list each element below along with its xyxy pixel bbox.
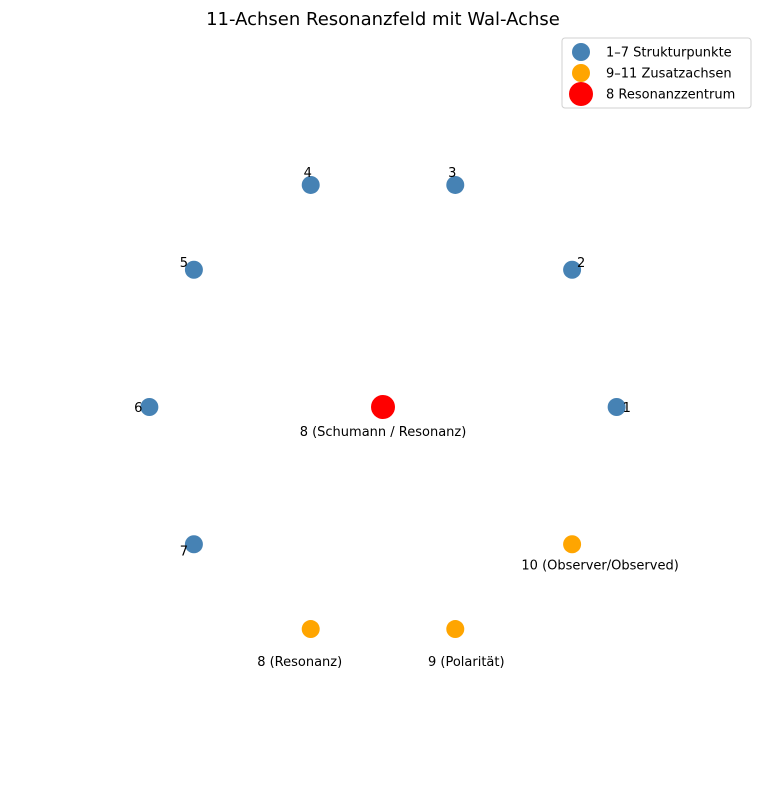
- plot-area: 1 2 3 4 5 6 7 8 (Resonanz) 9 (Polarität) 10 (Obse…: [134, 166, 679, 670]
- struktur-label-1: 1: [623, 401, 631, 416]
- zentrum-label-1: 8 (Schumann / Resonanz): [300, 425, 467, 440]
- zusatz-label-1: 8 (Resonanz): [257, 655, 342, 670]
- struktur-label-7: 7: [180, 544, 188, 559]
- zusatz-point-2: [446, 620, 465, 639]
- legend-label-struktur: 1–7 Strukturpunkte: [606, 46, 732, 61]
- struktur-label-2: 2: [577, 256, 585, 271]
- struktur-label-6: 6: [134, 401, 142, 416]
- struktur-point-7: [184, 535, 203, 554]
- zusatz-label-2: 9 (Polarität): [428, 655, 505, 670]
- legend-label-zusatz: 9–11 Zusatzachsen: [606, 67, 732, 82]
- legend-marker-zusatz: [572, 64, 590, 82]
- struktur-point-1: [607, 398, 626, 416]
- struktur-point-2: [563, 260, 582, 279]
- zusatz-point-3: [563, 535, 582, 554]
- zusatz-point-1: [301, 620, 320, 639]
- legend-frame: [561, 37, 752, 109]
- struktur-point-5: [184, 260, 203, 279]
- struktur-label-3: 3: [448, 166, 456, 181]
- legend-marker-zentrum: [569, 82, 593, 106]
- zusatz-label-3: 10 (Observer/Observed): [521, 558, 678, 573]
- struktur-point-6: [140, 398, 159, 416]
- struktur-point-4: [301, 175, 320, 194]
- struktur-point-3: [446, 175, 465, 194]
- legend-marker-struktur: [572, 43, 590, 61]
- chart-title: 11-Achsen Resonanzfeld mit Wal-Achse: [206, 9, 560, 30]
- legend: 1–7 Strukturpunkte 9–11 Zusatzachsen 8 Res…: [561, 37, 752, 109]
- struktur-label-4: 4: [304, 166, 312, 181]
- zentrum-point-1: [371, 395, 395, 419]
- legend-label-zentrum: 8 Resonanzzentrum: [606, 88, 735, 103]
- struktur-label-5: 5: [180, 256, 188, 271]
